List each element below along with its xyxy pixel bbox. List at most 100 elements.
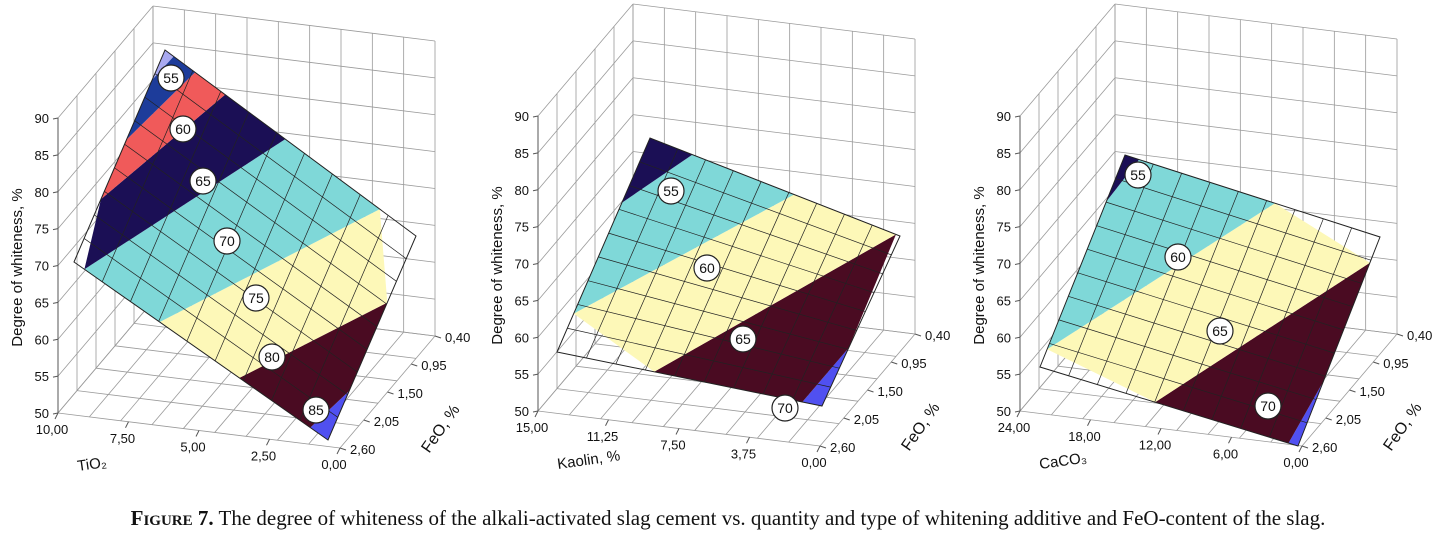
y-tick-label: 0,40 [445, 330, 470, 345]
contour-label: 70 [219, 233, 235, 249]
x-tick [1157, 428, 1162, 435]
z-tick [1014, 152, 1021, 155]
z-tick-label: 55 [997, 367, 1011, 382]
surface-mesh-line [1154, 191, 1239, 403]
contour-label-circle [169, 115, 197, 143]
contour-label: 65 [195, 173, 211, 189]
contour-label: 60 [175, 121, 191, 137]
surface-mesh-line [154, 73, 407, 259]
x-tick-label: 0,00 [1283, 455, 1308, 470]
surface-mesh-line [101, 70, 194, 282]
contour-label: 55 [663, 183, 679, 199]
wall-gridline [57, 300, 154, 414]
x-tick [1298, 445, 1303, 453]
wall-gridline [1019, 3, 1116, 117]
panel-kaolin: 50 55 60 65 70 75 80 85 90 Degree of whiteness, %… [489, 3, 950, 473]
x-tick [1016, 410, 1021, 418]
surface-mesh-line [567, 327, 831, 388]
wall-gridline [537, 188, 634, 301]
z-tick-label: 90 [997, 109, 1011, 124]
surface [73, 49, 417, 441]
y-axis-title: FeO, % [899, 400, 944, 454]
wall-gridline [57, 5, 154, 119]
x-tick-label: 11,25 [587, 429, 619, 444]
z-axis: 50 55 60 65 70 75 80 85 90 Degree of whiteness, % [971, 109, 1021, 419]
contour-label: 65 [1212, 323, 1228, 339]
surface-band [152, 50, 174, 80]
z-tick [1014, 336, 1021, 339]
wall-gridline [1114, 114, 1398, 151]
z-tick [52, 412, 59, 415]
y-tick [1396, 333, 1404, 337]
x-tick [816, 445, 821, 453]
z-tick-label: 85 [997, 146, 1011, 161]
z-tick [52, 265, 59, 267]
x-tick [266, 439, 270, 446]
wall-gridline [57, 79, 154, 193]
z-tick-label: 50 [515, 404, 529, 419]
y-tick-label: 1,50 [1360, 384, 1385, 399]
surface-band [802, 348, 849, 406]
surface-mesh-line [243, 173, 333, 381]
figure-panels: 50 55 60 65 70 75 80 85 90 Degree of whiteness, %… [9, 3, 1432, 475]
contour-label: 55 [163, 70, 179, 86]
surface-band [1155, 262, 1370, 444]
wall-gridline [152, 5, 436, 42]
wall-gridline [1019, 40, 1116, 154]
z-tick-label: 75 [997, 220, 1011, 235]
y-tick-label: 1,50 [398, 386, 423, 401]
surface-mesh-line [762, 214, 845, 395]
surface-mesh-line [1058, 319, 1317, 400]
contour-label: 70 [777, 400, 793, 416]
x-tick [195, 430, 200, 437]
wall-gridline [1019, 151, 1116, 264]
z-tick [1014, 373, 1021, 376]
contour-label: 60 [699, 260, 715, 276]
x-tick [534, 410, 539, 418]
surface-mesh-line [271, 194, 361, 401]
z-tick [1014, 299, 1021, 302]
contour-label-circle [693, 254, 721, 282]
z-tick-label: 65 [997, 293, 1011, 308]
z-tick-label: 60 [997, 330, 1011, 345]
z-tick [52, 338, 59, 341]
surface-mesh-line [214, 153, 305, 362]
surface-band [310, 390, 350, 440]
contour-label-circle [1164, 243, 1192, 271]
surface-mesh-line [83, 238, 338, 418]
wall-gridline [632, 77, 916, 114]
y-tick-label: 2,05 [854, 412, 879, 427]
surface-band [1288, 381, 1324, 446]
y-tick-label: 0,95 [1383, 356, 1408, 371]
caption-lead: Figure 7. [130, 506, 214, 530]
surface-mesh-line [1077, 272, 1335, 354]
x-tick-label: 0,00 [321, 457, 346, 472]
z-tick-label: 80 [515, 183, 529, 198]
z-tick-label: 90 [515, 109, 529, 124]
floor-gridline [788, 329, 884, 443]
surface-band [573, 154, 795, 314]
contour-label-circle [729, 325, 757, 353]
z-axis: 50 55 60 65 70 75 80 85 90 Degree of whiteness, % [489, 109, 539, 419]
contour-label: 80 [264, 349, 280, 365]
y-tick-label: 2,60 [830, 440, 855, 455]
surface-mesh-line [158, 111, 249, 322]
contour-label-circle [157, 64, 185, 92]
z-tick-label: 65 [515, 293, 529, 308]
wall-gridline [537, 114, 634, 227]
surface-mesh-line [1211, 209, 1296, 420]
z-tick [532, 373, 539, 376]
surface-mesh-line [1125, 182, 1211, 394]
z-tick [52, 301, 59, 304]
wall-gridline [632, 114, 916, 151]
y-tick-label: 2,05 [374, 414, 399, 429]
y-tick [1301, 445, 1309, 449]
surface-mesh-line [130, 91, 222, 302]
contour-label-circle [242, 284, 270, 312]
surface-mesh-line [114, 167, 368, 350]
z-tick-label: 55 [35, 369, 49, 384]
wall-gridline [632, 40, 916, 77]
x-tick-label: 7,50 [660, 438, 685, 453]
contour-label: 60 [1170, 249, 1186, 265]
x-tick [54, 412, 59, 420]
